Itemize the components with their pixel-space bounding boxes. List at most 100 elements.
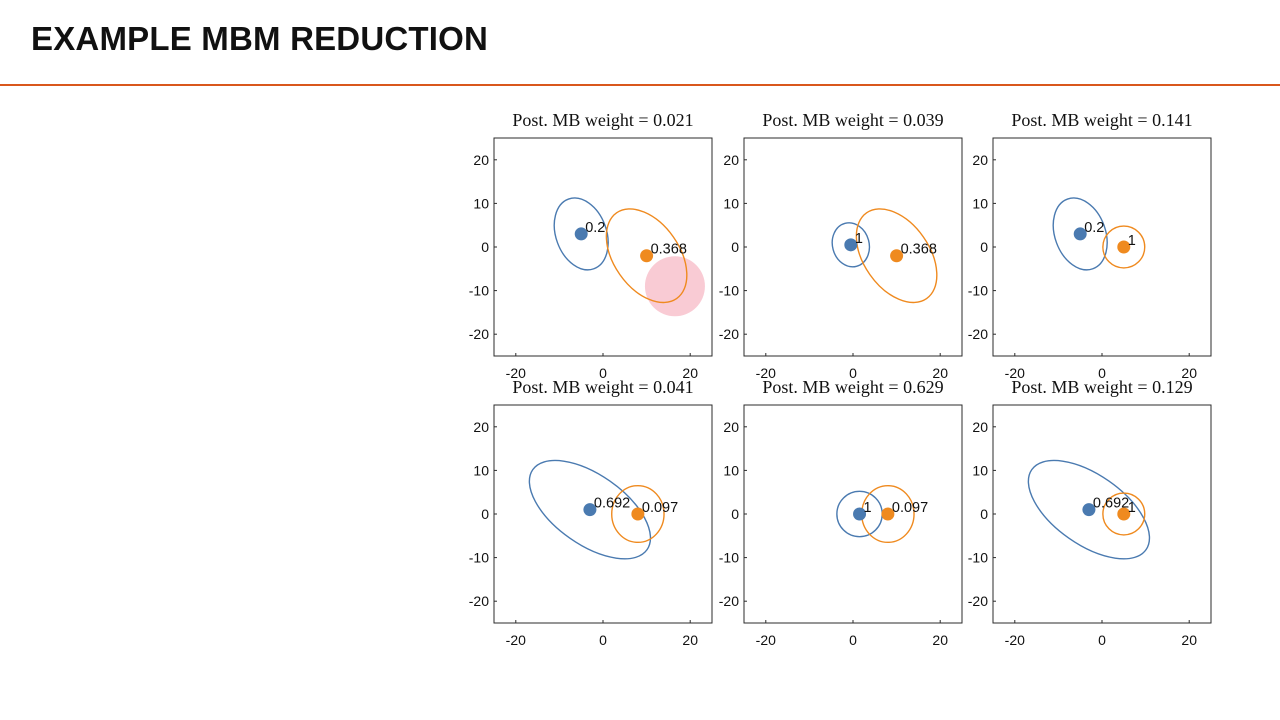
- y-tick-label: -20: [968, 326, 988, 342]
- orange-mean-point: [881, 507, 895, 521]
- y-tick-label: 10: [723, 195, 739, 211]
- orange-weight-label: 0.097: [892, 500, 928, 516]
- y-tick-label: 0: [980, 239, 988, 255]
- orange-weight-label: 0.368: [901, 242, 937, 258]
- y-tick-label: 0: [731, 506, 739, 522]
- x-tick-label: -20: [1005, 632, 1025, 648]
- y-tick-label: 0: [731, 239, 739, 255]
- axes-frame: [992, 137, 1212, 357]
- chart-panel-6: Post. MB weight = 0.129 -20 0 20 20 10 0 -10 -20…: [968, 377, 1212, 648]
- axes-frame: [992, 404, 1212, 624]
- y-tick-label: 0: [481, 239, 489, 255]
- blue-covariance-ellipse: [1027, 459, 1151, 560]
- chart-panel-2: Post. MB weight = 0.039 -20 0 20 20 10 0 -10 -20…: [719, 110, 963, 381]
- y-tick-label: -20: [719, 326, 739, 342]
- blue-mean-point: [583, 503, 597, 517]
- x-tick-label: 0: [1098, 632, 1106, 648]
- orange-weight-label: 1: [1128, 233, 1136, 249]
- y-tick-label: -20: [719, 593, 739, 609]
- y-tick-label: 20: [473, 152, 489, 168]
- orange-covariance-ellipse: [855, 208, 938, 304]
- panel-title: Post. MB weight = 0.141: [1011, 110, 1192, 130]
- blue-weight-label: 0.692: [594, 496, 630, 512]
- blue-weight-label: 0.2: [585, 220, 605, 236]
- panel-title: Post. MB weight = 0.039: [762, 110, 943, 130]
- panel-title: Post. MB weight = 0.129: [1011, 377, 1192, 397]
- x-tick-label: 20: [932, 632, 948, 648]
- orange-covariance-ellipse: [611, 484, 665, 544]
- x-tick-label: 0: [599, 365, 607, 381]
- x-tick-label: 0: [849, 365, 857, 381]
- panel-title: Post. MB weight = 0.041: [512, 377, 693, 397]
- orange-mean-point: [1117, 507, 1131, 521]
- y-tick-label: 10: [473, 195, 489, 211]
- blue-covariance-ellipse: [528, 459, 652, 560]
- y-tick-label: -20: [968, 593, 988, 609]
- blue-weight-label: 1: [855, 231, 863, 247]
- y-tick-label: 20: [972, 419, 988, 435]
- y-tick-label: -10: [968, 550, 988, 566]
- blue-covariance-ellipse: [553, 197, 609, 271]
- y-tick-label: 20: [972, 152, 988, 168]
- x-tick-label: 20: [1181, 365, 1197, 381]
- y-tick-label: 10: [972, 462, 988, 478]
- x-tick-label: 0: [849, 632, 857, 648]
- panel-title: Post. MB weight = 0.629: [762, 377, 943, 397]
- x-tick-label: 0: [599, 632, 607, 648]
- title-divider: [0, 84, 1280, 86]
- blue-weight-label: 1: [864, 500, 872, 516]
- blue-mean-point: [1073, 227, 1087, 241]
- x-tick-label: 20: [932, 365, 948, 381]
- orange-covariance-ellipse: [605, 208, 688, 304]
- y-tick-label: 0: [980, 506, 988, 522]
- y-tick-label: 20: [473, 419, 489, 435]
- orange-weight-label: 0.368: [651, 242, 687, 258]
- axes-frame: [493, 404, 713, 624]
- y-tick-label: -20: [469, 326, 489, 342]
- blue-covariance-ellipse: [1052, 197, 1108, 271]
- blue-mean-point: [844, 238, 858, 252]
- blue-mean-point: [574, 227, 588, 241]
- chart-panel-5: Post. MB weight = 0.629 -20 0 20 20 10 0 -10 -20…: [719, 377, 963, 648]
- y-tick-label: 10: [972, 195, 988, 211]
- cursor-highlight: [644, 256, 705, 317]
- orange-weight-label: 1: [1128, 500, 1136, 516]
- x-tick-label: -20: [506, 365, 526, 381]
- y-tick-label: 0: [481, 506, 489, 522]
- blue-covariance-ellipse: [831, 222, 871, 268]
- blue-mean-point: [853, 507, 867, 521]
- y-tick-label: -10: [968, 283, 988, 299]
- x-tick-label: 20: [682, 365, 698, 381]
- y-tick-label: -10: [469, 550, 489, 566]
- blue-weight-label: 0.692: [1093, 496, 1129, 512]
- y-tick-label: 20: [723, 419, 739, 435]
- orange-mean-point: [890, 249, 904, 263]
- y-tick-label: 10: [473, 462, 489, 478]
- panel-title: Post. MB weight = 0.021: [512, 110, 693, 130]
- slide-title: EXAMPLE MBM REDUCTION: [31, 20, 489, 57]
- y-tick-label: -10: [469, 283, 489, 299]
- orange-mean-point: [1117, 240, 1131, 254]
- y-tick-label: -10: [719, 550, 739, 566]
- x-tick-label: 20: [1181, 632, 1197, 648]
- y-tick-label: -20: [469, 593, 489, 609]
- orange-mean-point: [640, 249, 654, 263]
- y-tick-label: 10: [723, 462, 739, 478]
- chart-panel-1: Post. MB weight = 0.021 -20 0 20 20 10 0 -10 -20…: [469, 110, 713, 381]
- orange-covariance-ellipse: [1102, 492, 1146, 536]
- y-tick-label: 20: [723, 152, 739, 168]
- y-tick-label: -10: [719, 283, 739, 299]
- blue-mean-point: [1082, 503, 1096, 517]
- orange-covariance-ellipse: [1102, 225, 1146, 269]
- x-tick-label: -20: [506, 632, 526, 648]
- axes-frame: [743, 404, 963, 624]
- chart-panel-3: Post. MB weight = 0.141 -20 0 20 20 10 0 -10 -20…: [968, 110, 1212, 381]
- x-tick-label: -20: [756, 632, 776, 648]
- orange-mean-point: [631, 507, 645, 521]
- x-tick-label: -20: [1005, 365, 1025, 381]
- chart-panel-4: Post. MB weight = 0.041 -20 0 20 20 10 0 -10 -20…: [469, 377, 713, 648]
- x-tick-label: -20: [756, 365, 776, 381]
- orange-weight-label: 0.097: [642, 500, 678, 516]
- x-tick-label: 20: [682, 632, 698, 648]
